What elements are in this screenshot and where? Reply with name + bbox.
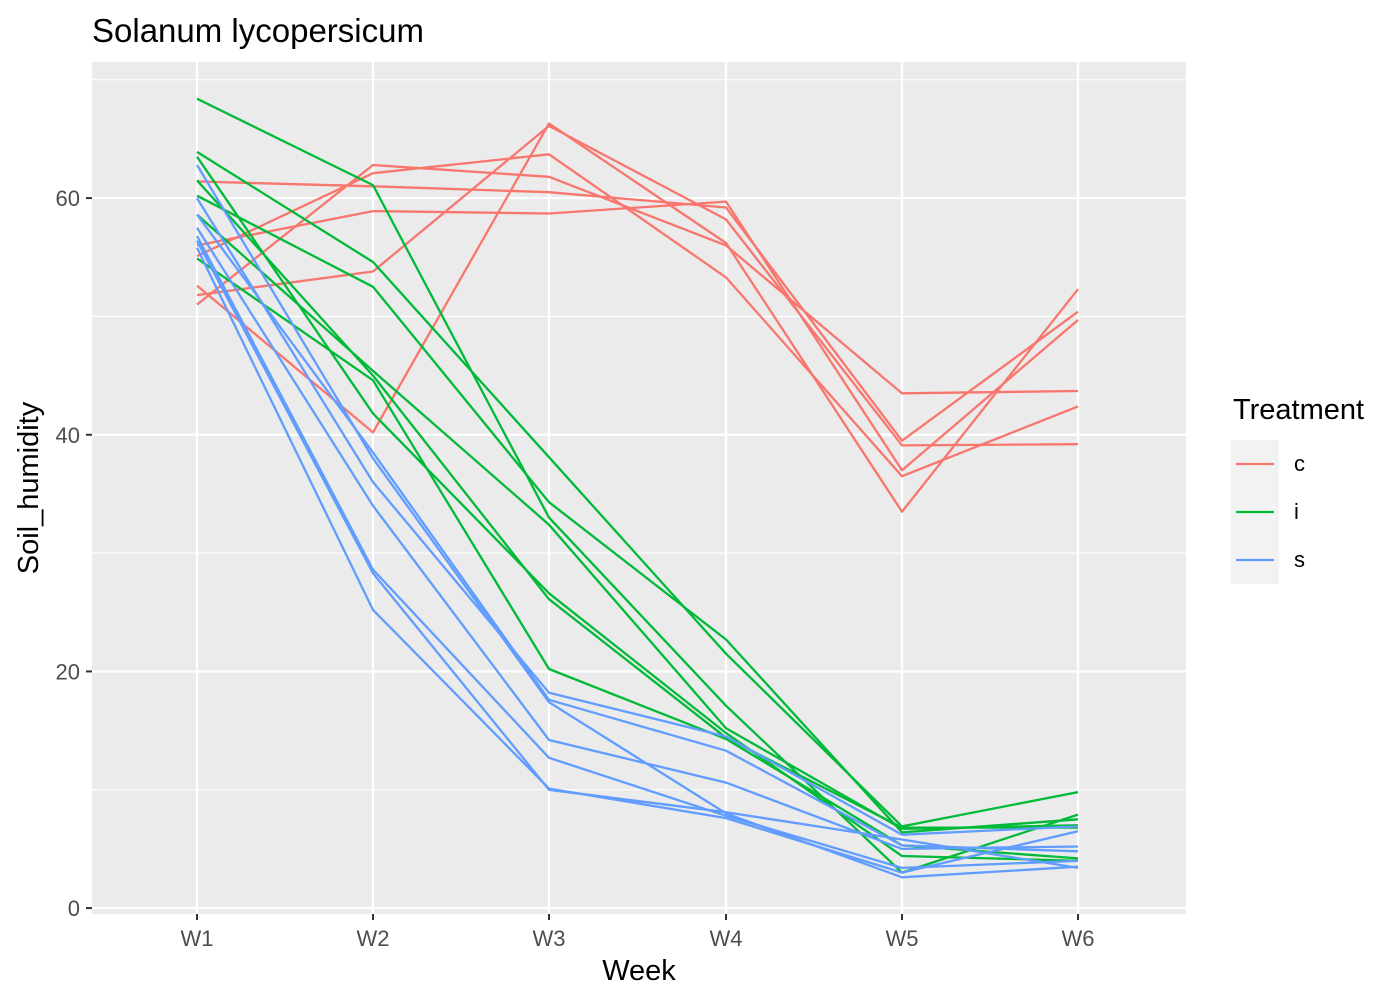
series-line-s [195,240,1079,870]
legend-label: s [1294,547,1305,572]
legend-label: i [1294,499,1299,524]
x-tick-label: W2 [357,926,390,951]
series-line-c [196,124,1079,447]
series-line-s [196,164,1079,879]
series-lines [195,97,1079,879]
series-line-c [196,153,1079,478]
y-axis-title: Soil_humidity [13,401,45,574]
series-line-i [196,150,1079,828]
legend-label: c [1294,451,1305,476]
y-tick-label: 20 [56,659,80,684]
y-tick-label: 40 [56,423,80,448]
legend-entries: cis [1231,440,1305,584]
x-tick-label: W6 [1062,926,1095,951]
series-line-s [196,227,1079,851]
y-tick-label: 0 [68,896,80,921]
legend-title: Treatment [1233,394,1364,426]
plot-panel [92,62,1186,914]
y-axis: 0 20 40 60 [56,186,92,921]
series-line-c [196,180,1079,442]
chart-title: Solanum lycopersicum [92,12,424,49]
grid-minor [92,79,1186,791]
x-tick-label: W4 [710,926,743,951]
series-line-s [196,213,1079,853]
series-line-i [196,179,1078,829]
series-line-i [196,194,1079,834]
series-line-s [196,197,1079,836]
series-line-s [195,247,1079,874]
x-tick-label: W3 [533,926,566,951]
series-line-i [196,156,1079,862]
legend: Treatment cis [1231,394,1364,584]
x-tick-label: W1 [181,926,214,951]
x-tick-label: W5 [886,926,919,951]
x-axis-title: Week [602,955,676,987]
x-axis: W1 W2 W3 W4 W5 W6 [181,914,1095,951]
series-line-i [196,97,1079,874]
y-tick-label: 60 [56,186,80,211]
